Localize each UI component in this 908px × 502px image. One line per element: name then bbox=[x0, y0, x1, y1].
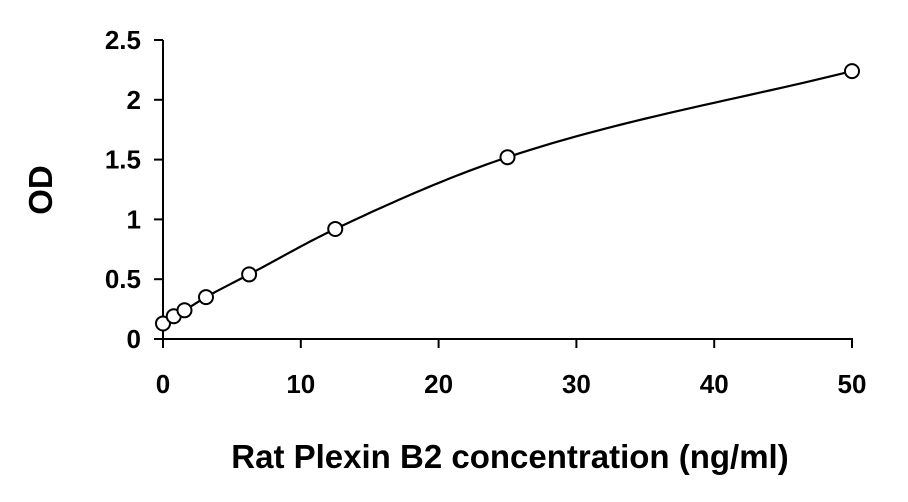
data-point bbox=[241, 266, 258, 283]
data-point bbox=[844, 63, 860, 80]
y-ticks: 0 0.5 1 1.5 2 2.5 bbox=[105, 25, 163, 354]
y-tick-label: 0 bbox=[127, 324, 141, 354]
y-tick-label: 1.5 bbox=[105, 145, 141, 175]
x-tick-label: 0 bbox=[156, 369, 170, 399]
y-tick-label: 2.5 bbox=[105, 25, 141, 55]
data-point bbox=[176, 302, 193, 319]
x-tick-label: 20 bbox=[424, 369, 453, 399]
y-tick-label: 0.5 bbox=[105, 264, 141, 294]
data-point bbox=[197, 289, 214, 306]
fit-curve bbox=[162, 70, 853, 325]
x-ticks: 0 10 20 30 40 50 bbox=[156, 339, 867, 399]
x-axis-title: Rat Plexin B2 concentration (ng/ml) bbox=[231, 438, 788, 475]
x-tick-label: 50 bbox=[838, 369, 867, 399]
x-tick-label: 10 bbox=[286, 369, 315, 399]
data-point bbox=[327, 220, 344, 237]
data-points bbox=[155, 63, 860, 332]
y-tick-label: 1 bbox=[127, 204, 141, 234]
axes bbox=[162, 40, 853, 340]
y-axis-title: OD bbox=[22, 165, 59, 215]
data-point bbox=[155, 315, 171, 332]
y-tick-label: 2 bbox=[127, 85, 141, 115]
data-point bbox=[499, 149, 516, 166]
x-tick-label: 30 bbox=[562, 369, 591, 399]
x-tick-label: 40 bbox=[700, 369, 729, 399]
